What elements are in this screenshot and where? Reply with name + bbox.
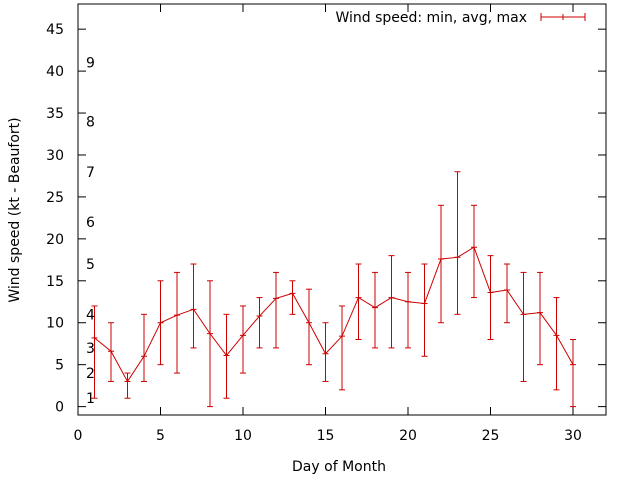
x-tick-label: 0	[74, 428, 83, 444]
x-tick-label: 5	[156, 428, 165, 444]
y-tick-label: 20	[46, 232, 64, 248]
x-tick-label: 10	[234, 428, 252, 444]
y-tick-label: 5	[55, 358, 64, 374]
legend-marker	[560, 14, 566, 20]
y-tick-label: 40	[46, 64, 64, 80]
y-tick-label: 25	[46, 190, 64, 206]
data-point	[438, 255, 444, 262]
data-point	[355, 294, 362, 301]
y-tick-label: 35	[46, 106, 64, 122]
beaufort-label: 1	[86, 391, 95, 407]
data-point	[537, 309, 543, 316]
y-tick-label: 45	[46, 22, 64, 38]
data-point	[454, 254, 461, 261]
legend: Wind speed: min, avg, max	[335, 10, 586, 26]
data-point	[273, 295, 279, 302]
beaufort-label: 2	[86, 366, 95, 382]
y-axis-title: Wind speed (kt - Beaufort)	[7, 117, 23, 302]
y-tick-label: 10	[46, 316, 64, 332]
plot-border	[77, 3, 607, 416]
data-point	[553, 332, 560, 339]
y-tick-label: 0	[55, 400, 64, 416]
data-point	[306, 319, 312, 326]
beaufort-label: 8	[86, 114, 95, 130]
data-point	[223, 352, 230, 359]
beaufort-label: 9	[86, 56, 95, 72]
data-point	[141, 353, 147, 360]
data-point	[289, 290, 296, 297]
data-point	[322, 350, 329, 357]
x-axis-ticks: 0 5 10 15 20 25 30	[74, 4, 582, 444]
data-point	[504, 287, 510, 294]
data-point	[108, 348, 114, 355]
y-tick-label: 30	[46, 148, 64, 164]
series-layer	[91, 171, 576, 408]
data-point	[174, 312, 180, 319]
data-point	[240, 332, 246, 339]
data-point	[256, 313, 263, 320]
beaufort-label: 3	[86, 341, 95, 357]
x-tick-label: 15	[317, 428, 335, 444]
data-point	[207, 330, 213, 337]
data-point	[570, 361, 576, 368]
beaufort-label: 5	[86, 257, 95, 273]
data-point	[421, 300, 428, 307]
beaufort-label: 4	[86, 307, 95, 323]
data-point	[487, 289, 494, 296]
x-tick-label: 25	[482, 428, 500, 444]
legend-label: Wind speed: min, avg, max	[335, 10, 527, 26]
x-tick-label: 20	[399, 428, 417, 444]
data-point	[471, 244, 477, 251]
plot-frame	[77, 3, 607, 416]
y-tick-label: 15	[46, 274, 64, 290]
data-point	[190, 306, 197, 313]
data-point	[124, 378, 131, 385]
series-0	[91, 171, 576, 408]
beaufort-scale-labels: 1 2 3 4 5 6 7 8 9	[86, 56, 95, 408]
data-point	[91, 334, 98, 341]
data-point	[372, 304, 378, 311]
beaufort-label: 7	[86, 165, 95, 181]
data-point	[339, 333, 345, 340]
data-point	[388, 294, 395, 301]
data-point	[157, 319, 164, 326]
x-tick-label: 30	[564, 428, 582, 444]
data-point	[520, 311, 527, 318]
beaufort-label: 6	[86, 215, 95, 231]
data-point	[405, 298, 411, 305]
x-axis-title: Day of Month	[292, 459, 386, 475]
